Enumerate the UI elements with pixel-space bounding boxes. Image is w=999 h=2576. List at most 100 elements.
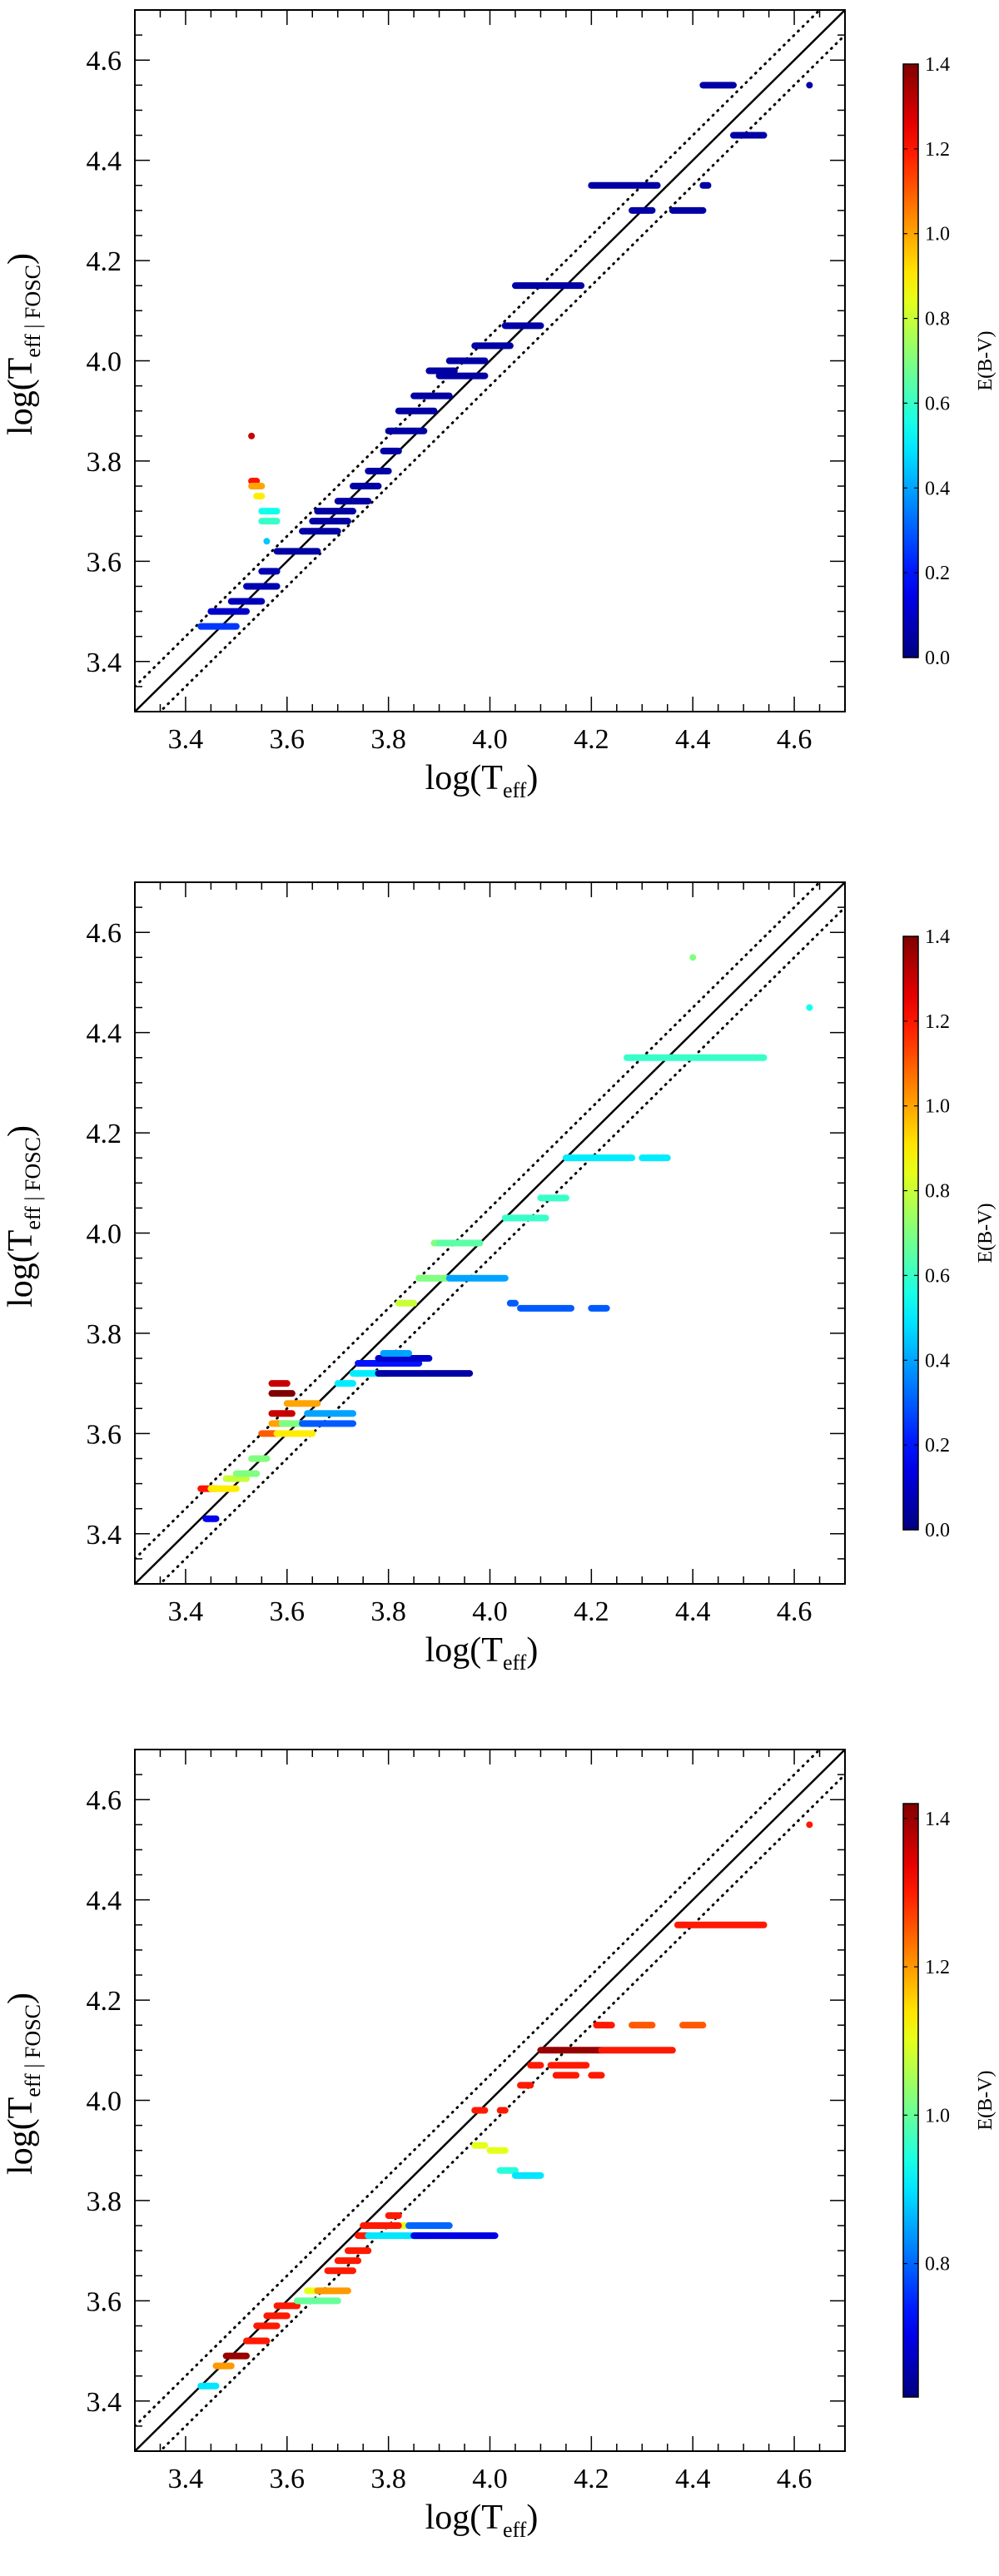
colorbar-tick-label: 1.0 [925,224,950,246]
chart-panel-3: 3.4 3.6 3.8 4.0 4.2 4.4 4.6 3.4 3.6 3.8 4.0 4.2 4.4 4… [2,1749,997,2542]
chart-panel-1: 3.4 3.6 3.8 4.0 4.2 4.4 4.6 3.4 3.6 3.8 4.0 4.2 4.4 4… [2,9,997,802]
dotted-offset-line [158,33,845,712]
x-tick-label: 4.2 [574,1596,609,1627]
y-tick-label: 4.6 [87,918,122,949]
x-tick-label: 4.4 [675,1596,711,1627]
y-axis-title-sub: eff | FOSC [21,265,45,358]
y-tick-label: 3.6 [87,547,122,578]
y-tick-label: 4.0 [87,1219,122,1250]
colorbar: 0.0 0.2 0.4 0.6 0.8 1.0 1.2 1.4 E(B-V) [902,926,997,1541]
x-tick-label: 4.2 [574,2464,609,2494]
x-tick-label: 4.6 [777,2464,813,2494]
dotted-offset-line [158,1773,845,2451]
y-axis-title: log(Teff | FOSC) [2,1125,45,1308]
y-tick-label: 4.4 [87,146,122,177]
colorbar-tick-label: 0.0 [925,1520,950,1541]
y-tick-label: 4.4 [87,1886,122,1917]
dotted-offset-line [135,1750,822,2428]
x-tick-label: 3.8 [370,724,406,755]
colorbar-tick-label: 0.2 [925,1435,950,1457]
colorbar-tick-label: 1.4 [925,54,950,76]
colorbar: 0.0 0.2 0.4 0.6 0.8 1.0 1.2 1.4 E(B-V) [902,54,997,669]
x-tick-label: 3.4 [168,1596,204,1627]
colorbar-tick-label: 1.2 [925,1957,950,1978]
x-tick-label: 3.4 [168,2464,204,2494]
y-axis-title-main: log(T [2,2097,40,2175]
x-axis-title-close: ) [526,1631,538,1670]
y-tick-label: 3.8 [87,447,122,478]
x-tick-label: 3.6 [270,2464,306,2494]
x-axis-title-main: log(T [425,2499,503,2537]
y-tick-label: 4.0 [87,2087,122,2117]
x-tick-label: 4.6 [777,1596,813,1627]
x-tick-label: 3.8 [370,1596,406,1627]
x-tick-label: 4.4 [675,2464,711,2494]
colorbar-title: E(B-V) [975,2071,997,2131]
x-axis-title-main: log(T [425,759,503,797]
y-tick-label: 4.4 [87,1019,122,1050]
colorbar-gradient [902,63,919,658]
dotted-offset-line [135,10,822,688]
x-tick-label: 3.6 [270,724,306,755]
x-axis-title: log(Teff) [425,1631,539,1675]
colorbar-tick-label: 1.4 [925,1809,950,1830]
colorbar-tick-label: 0.4 [925,478,950,499]
x-tick-label: 4.4 [675,724,711,755]
colorbar-tick-label: 0.8 [925,1181,950,1203]
colorbar-tick-label: 1.0 [925,2105,950,2127]
x-axis-title: log(Teff) [425,2499,539,2542]
colorbar-tick-label: 0.8 [925,309,950,330]
colorbar-tick-label: 0.6 [925,1265,950,1287]
y-axis-title-main: log(T [2,1230,40,1308]
y-axis-title: log(Teff | FOSC) [2,253,45,435]
colorbar-tick-label: 0.8 [925,2254,950,2276]
x-tick-label: 3.6 [270,1596,306,1627]
colorbar-gradient [902,936,919,1531]
y-tick-label: 3.8 [87,2186,122,2217]
colorbar-tick-label: 1.4 [925,926,950,948]
colorbar-tick-label: 0.0 [925,648,950,669]
y-tick-label: 4.6 [87,1785,122,1816]
x-tick-label: 4.0 [472,724,508,755]
y-axis-title-close: ) [2,1993,40,2004]
y-tick-label: 4.2 [87,1119,122,1149]
colorbar-title: E(B-V) [975,331,997,391]
x-tick-label: 3.4 [168,724,204,755]
colorbar-gradient [902,1803,919,2398]
colorbar-tick-label: 1.0 [925,1096,950,1118]
ticks [134,9,846,712]
one-to-one-line [135,1750,845,2451]
x-axis-title-close: ) [526,759,538,797]
x-tick-label: 4.2 [574,724,609,755]
x-axis-title: log(Teff) [425,759,539,802]
x-axis-title-close: ) [526,2499,538,2537]
y-tick-label: 4.2 [87,246,122,277]
colorbar-tick-label: 0.4 [925,1350,950,1372]
x-axis-title-sub: eff [503,2518,527,2542]
colorbar-tick-label: 0.2 [925,563,950,584]
colorbar: 0.8 1.0 1.2 1.4 E(B-V) [902,1803,997,2398]
colorbar-tick-label: 0.6 [925,393,950,414]
y-axis-title: log(Teff | FOSC) [2,1993,45,2175]
x-tick-label: 4.0 [472,2464,508,2494]
x-tick-label: 4.0 [472,1596,508,1627]
y-tick-label: 4.0 [87,347,122,378]
y-tick-label: 3.4 [87,2387,122,2418]
y-tick-label: 3.4 [87,1520,122,1551]
colorbar-title: E(B-V) [975,1204,997,1263]
y-axis-title-main: log(T [2,358,40,435]
x-axis-title-sub: eff [503,778,527,802]
colorbar-tick-label: 1.2 [925,139,950,161]
y-axis-title-sub: eff | FOSC [21,2004,45,2097]
y-tick-label: 3.6 [87,1419,122,1450]
y-axis-title-sub: eff | FOSC [21,1137,45,1230]
x-axis-title-main: log(T [425,1631,503,1670]
x-tick-label: 3.8 [370,2464,406,2494]
x-axis-title-sub: eff [503,1650,527,1675]
y-axis-title-close: ) [2,253,40,265]
y-tick-label: 4.6 [87,46,122,77]
colorbar-tick-label: 1.2 [925,1011,950,1033]
y-tick-label: 3.6 [87,2286,122,2317]
y-tick-label: 3.8 [87,1319,122,1350]
